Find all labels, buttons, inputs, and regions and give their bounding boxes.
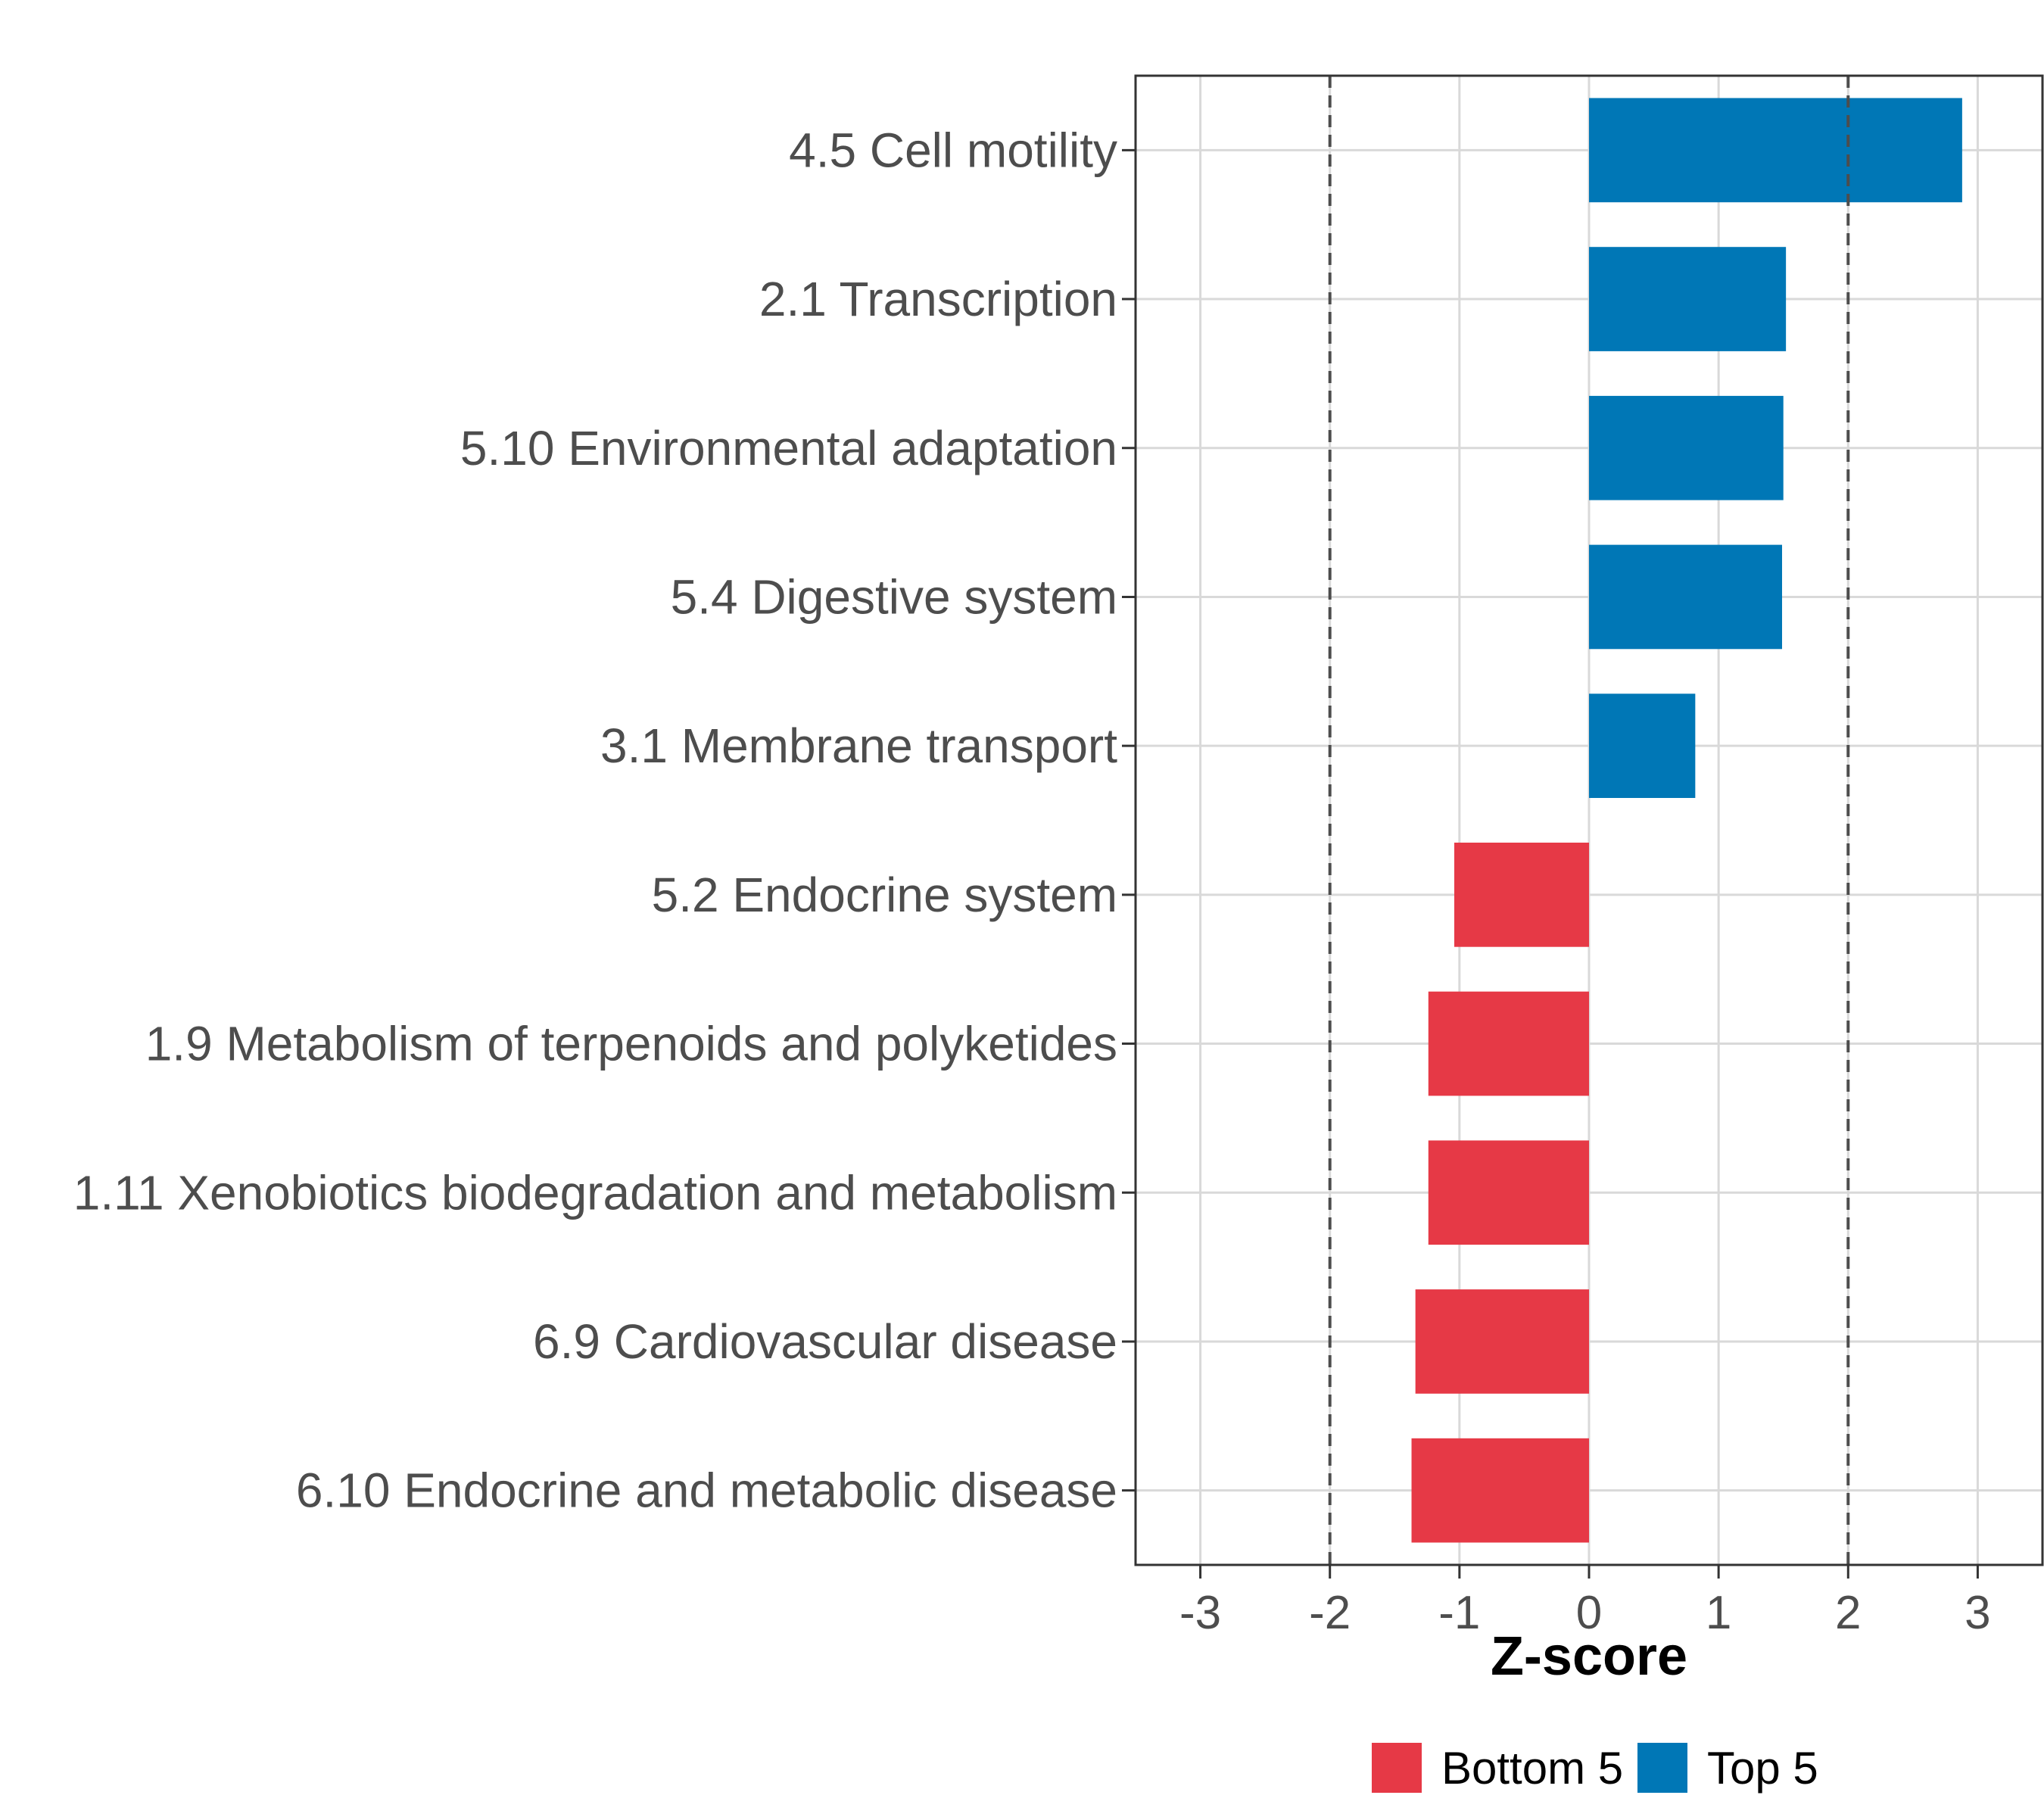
bar-2-1-transcription xyxy=(1589,247,1787,351)
y-tick-label-1-11-xenobiotics-biodegradation-and-metabolism: 1.11 Xenobiotics biodegradation and meta… xyxy=(73,1165,1117,1220)
y-tick-label-2-1-transcription: 2.1 Transcription xyxy=(759,272,1117,326)
bar-6-9-cardiovascular-disease xyxy=(1415,1289,1589,1394)
reference-lines xyxy=(1328,76,1850,1565)
bar-3-1-membrane-transport xyxy=(1589,693,1696,798)
bar-4-5-cell-motility xyxy=(1589,98,1962,203)
y-tick-label-4-5-cell-motility: 4.5 Cell motility xyxy=(789,123,1117,177)
bar-6-10-endocrine-and-metabolic-disease xyxy=(1411,1438,1589,1543)
y-tick-label-3-1-membrane-transport: 3.1 Membrane transport xyxy=(600,718,1117,773)
bars xyxy=(1411,98,1962,1543)
x-tick-label-1: 1 xyxy=(1706,1587,1731,1639)
legend: Bottom 5 Top 5 xyxy=(1372,1743,1818,1794)
x-tick-label-2: 2 xyxy=(1835,1587,1861,1639)
bar-1-9-metabolism-of-terpenoids-and-polyketides xyxy=(1428,991,1589,1096)
bar-5-10-environmental-adaptation xyxy=(1589,395,1784,500)
legend-swatch-bottom-5 xyxy=(1372,1743,1422,1793)
x-tick-label-2: -2 xyxy=(1309,1587,1351,1639)
x-tick-label-3: -3 xyxy=(1179,1587,1221,1639)
legend-label-top-5: Top 5 xyxy=(1707,1743,1818,1794)
x-tick-label-3: 3 xyxy=(1965,1587,1990,1639)
x-axis-title: Z-score xyxy=(1491,1626,1687,1687)
legend-swatch-top-5 xyxy=(1637,1743,1687,1793)
x-tick-label-1: -1 xyxy=(1438,1587,1480,1639)
bar-5-2-endocrine-system xyxy=(1454,843,1589,947)
y-axis-ticks: 4.5 Cell motility 2.1 Transcription 5.10 E… xyxy=(73,123,1136,1518)
y-tick-label-5-4-digestive-system: 5.4 Digestive system xyxy=(671,569,1117,624)
y-tick-label-5-10-environmental-adaptation: 5.10 Environmental adaptation xyxy=(460,421,1117,475)
bar-1-11-xenobiotics-biodegradation-and-metabolism xyxy=(1428,1140,1589,1245)
bar-5-4-digestive-system xyxy=(1589,544,1783,650)
y-tick-label-6-9-cardiovascular-disease: 6.9 Cardiovascular disease xyxy=(533,1314,1117,1369)
legend-label-bottom-5: Bottom 5 xyxy=(1441,1743,1623,1794)
y-tick-label-1-9-metabolism-of-terpenoids-and-polyketides: 1.9 Metabolism of terpenoids and polyket… xyxy=(145,1017,1117,1071)
y-tick-label-5-2-endocrine-system: 5.2 Endocrine system xyxy=(652,868,1117,922)
x-axis-ticks: -3 -2 -1 0 1 2 3 xyxy=(1179,1565,1991,1639)
x-tick-label-0: 0 xyxy=(1576,1587,1602,1639)
y-tick-label-6-10-endocrine-and-metabolic-disease: 6.10 Endocrine and metabolic disease xyxy=(296,1463,1117,1518)
